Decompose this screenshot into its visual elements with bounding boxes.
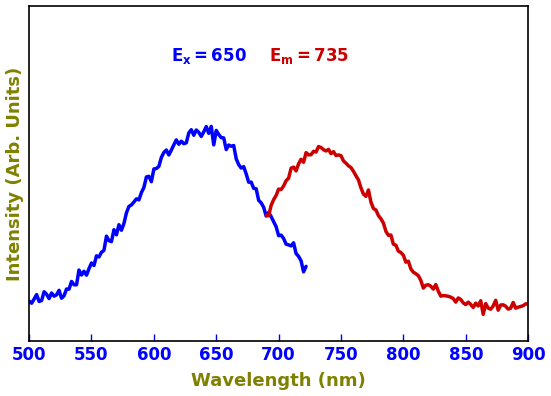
Y-axis label: Intensity (Arb. Units): Intensity (Arb. Units): [6, 66, 24, 280]
X-axis label: Wavelength (nm): Wavelength (nm): [191, 373, 366, 390]
Text: $\mathbf{E_m}$$\mathbf{= 735}$: $\mathbf{E_m}$$\mathbf{= 735}$: [268, 46, 349, 66]
Text: $\mathbf{E_x}$$\mathbf{= 650}$: $\mathbf{E_x}$$\mathbf{= 650}$: [171, 46, 247, 66]
